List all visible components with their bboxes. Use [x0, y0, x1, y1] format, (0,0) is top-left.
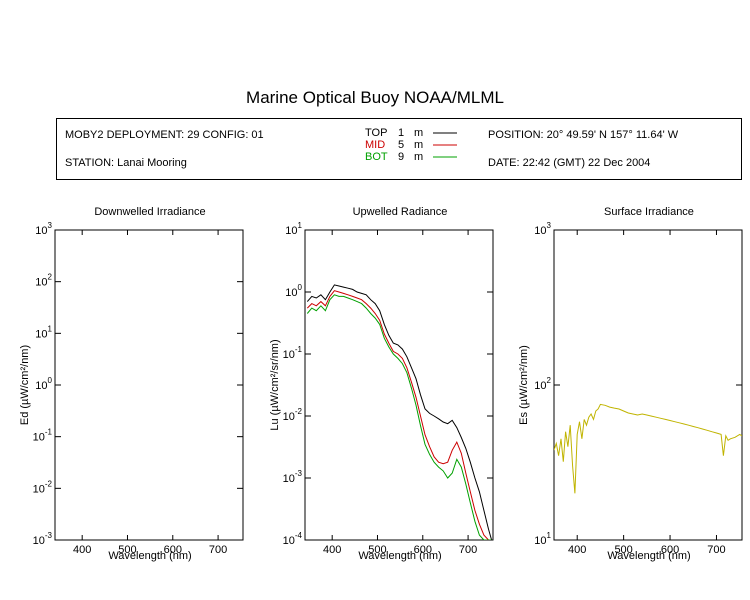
- x-tick-label: 500: [118, 544, 136, 556]
- plot-2: 400 500 600 700 10-4 10-3 10-2 10-1 100 101 Lu (µW…: [269, 221, 493, 556]
- y-tick-label: 102: [534, 376, 551, 392]
- y-tick-label: 102: [35, 273, 52, 289]
- x-tick-label: 400: [568, 544, 586, 556]
- y-tick-label: 101: [35, 324, 52, 340]
- y-tick-label: 101: [534, 531, 551, 547]
- y-tick-label: 103: [534, 221, 551, 237]
- x-tick-label: 400: [323, 544, 341, 556]
- plot-3: 400 500 600 700 101 102 103 Es (µW/cm²/nm): [518, 221, 742, 556]
- plot-1: 400 500 600 700 10-3 10-2 10-1 100 101 102 103 Ed (…: [19, 221, 243, 556]
- x-tick-label: 400: [73, 544, 91, 556]
- y-tick-label: 100: [35, 376, 52, 392]
- series-line-2: [307, 291, 491, 540]
- series-line-3: [307, 295, 491, 540]
- series-line-1: [554, 404, 742, 493]
- y-axis-label: Lu (µW/cm²/sr/nm): [269, 339, 281, 430]
- plot-frame: [55, 230, 243, 540]
- x-tick-label: 600: [414, 544, 432, 556]
- x-tick-label: 500: [368, 544, 386, 556]
- y-tick-label: 10-1: [33, 428, 53, 444]
- y-tick-label: 10-1: [283, 345, 303, 361]
- y-tick-label: 103: [35, 221, 52, 237]
- plot-frame: [305, 230, 493, 540]
- x-tick-label: 600: [164, 544, 182, 556]
- y-axis-label: Ed (µW/cm²/nm): [19, 345, 31, 425]
- y-axis-label: Es (µW/cm²/nm): [518, 345, 530, 425]
- y-tick-label: 101: [285, 221, 302, 237]
- x-tick-label: 700: [707, 544, 725, 556]
- x-tick-label: 700: [459, 544, 477, 556]
- y-tick-label: 100: [285, 283, 302, 299]
- x-tick-label: 500: [614, 544, 632, 556]
- series-line-1: [307, 285, 491, 540]
- y-tick-label: 10-4: [283, 531, 303, 547]
- y-tick-label: 10-2: [283, 407, 303, 423]
- y-tick-label: 10-2: [33, 479, 53, 495]
- y-tick-label: 10-3: [33, 531, 53, 547]
- x-tick-label: 700: [209, 544, 227, 556]
- y-tick-label: 10-3: [283, 469, 303, 485]
- x-tick-label: 600: [661, 544, 679, 556]
- plot-frame: [554, 230, 742, 540]
